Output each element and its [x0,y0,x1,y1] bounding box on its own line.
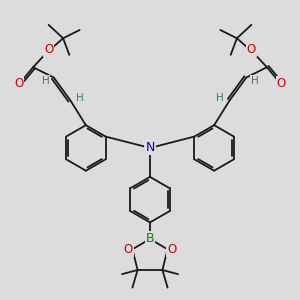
Text: O: O [167,243,176,256]
Text: H: H [42,76,50,86]
Text: O: O [14,77,23,90]
Text: O: O [124,243,133,256]
Text: H: H [217,93,224,103]
Text: H: H [76,93,83,103]
Text: N: N [145,141,155,154]
Text: B: B [146,232,154,245]
Text: O: O [44,43,53,56]
Text: O: O [277,77,286,90]
Text: H: H [250,76,258,86]
Text: O: O [247,43,256,56]
